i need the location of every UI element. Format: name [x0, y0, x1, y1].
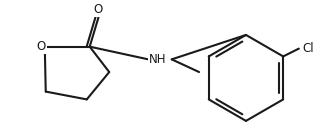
Text: Cl: Cl [303, 42, 314, 55]
Text: O: O [36, 40, 45, 53]
Text: O: O [94, 3, 103, 16]
Text: NH: NH [149, 53, 167, 66]
